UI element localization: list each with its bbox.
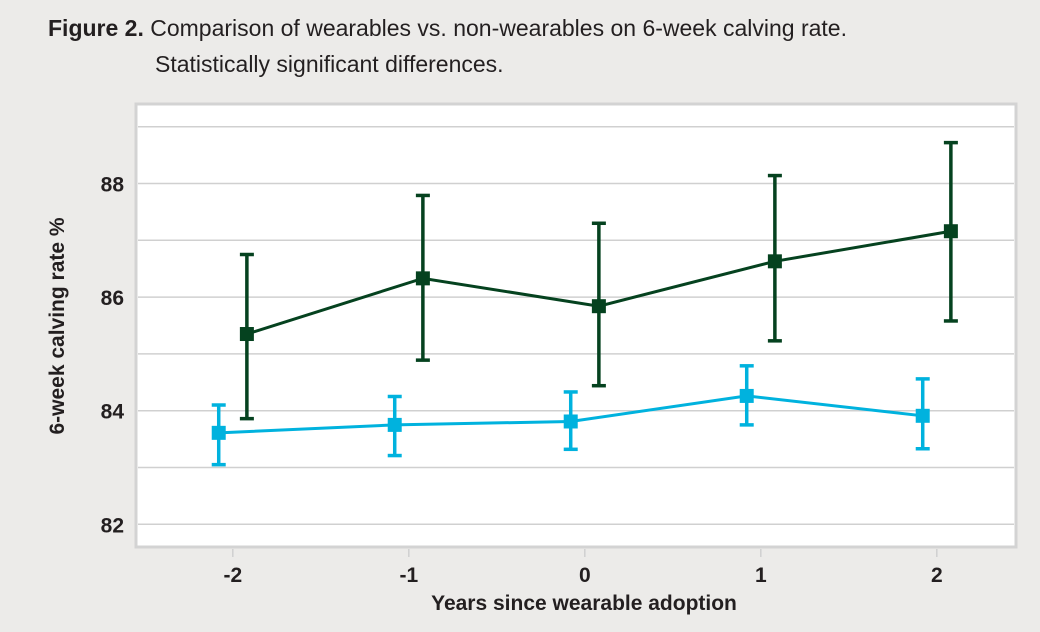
data-point (591, 299, 606, 314)
series-wearables (239, 140, 958, 421)
x-axis-title: Years since wearable adoption (431, 592, 737, 615)
caption-line-1: Comparison of wearables vs. non-wearable… (150, 15, 847, 41)
y-tick-label: 84 (101, 401, 125, 424)
data-point (915, 408, 930, 423)
figure-caption: Figure 2. Comparison of wearables vs. no… (48, 10, 1028, 82)
data-series (211, 140, 958, 467)
data-point (767, 254, 782, 269)
caption-line-2: Statistically significant differences. (155, 51, 504, 77)
x-tick-label: -1 (399, 564, 418, 587)
y-tick-label: 82 (101, 514, 124, 537)
data-point (739, 388, 754, 403)
y-axis-tick-labels: 82 84 86 88 (101, 174, 125, 538)
gridlines (138, 125, 1014, 526)
y-tick-label: 86 (101, 287, 124, 310)
x-axis-ticks (232, 549, 938, 557)
x-tick-label: 2 (931, 564, 943, 587)
x-tick-label: 0 (579, 564, 591, 587)
data-point (943, 224, 958, 239)
x-tick-label: -2 (223, 564, 242, 587)
figure-label: Figure 2. (48, 15, 144, 41)
x-tick-label: 1 (755, 564, 767, 587)
y-axis-title: 6-week calving rate % (46, 217, 69, 434)
x-axis-tick-labels: -2 -1 0 1 2 (223, 564, 942, 587)
plot-area (134, 102, 1018, 549)
data-point (387, 417, 402, 432)
data-point (211, 425, 226, 440)
y-tick-label: 88 (101, 174, 125, 197)
data-point (415, 271, 430, 286)
data-point (239, 327, 254, 342)
data-point (563, 414, 578, 429)
series-non-wearables (211, 364, 930, 467)
